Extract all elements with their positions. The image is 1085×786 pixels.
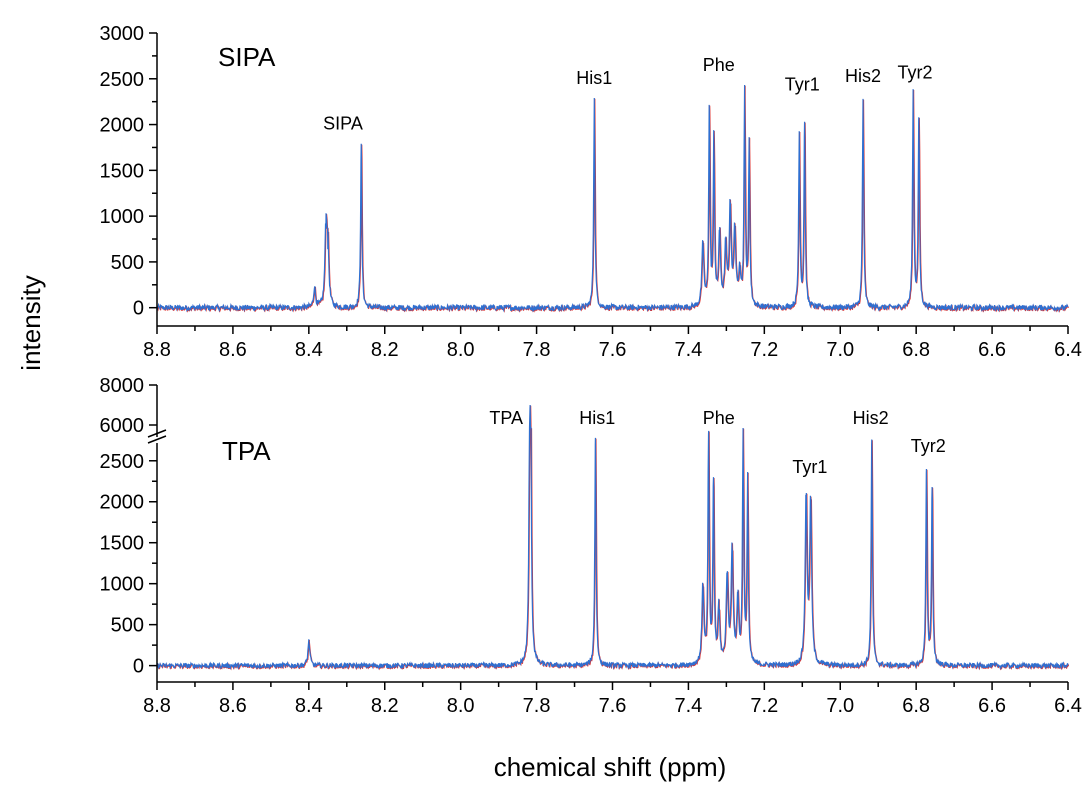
spectrum-trace-under bbox=[157, 85, 1070, 313]
y-tick-label: 8000 bbox=[100, 375, 145, 397]
x-tick-label: 7.8 bbox=[523, 695, 551, 717]
peak-label: Tyr1 bbox=[785, 74, 820, 94]
peak-label: Tyr1 bbox=[792, 457, 827, 477]
x-tick-label: 8.8 bbox=[143, 339, 171, 361]
axis-break-mark bbox=[147, 429, 167, 444]
x-tick-label: 7.2 bbox=[750, 695, 778, 717]
x-tick-label: 7.6 bbox=[599, 339, 627, 361]
peak-label: His1 bbox=[576, 68, 612, 88]
y-tick-label: 3000 bbox=[100, 23, 145, 45]
y-tick-label: 2500 bbox=[100, 69, 145, 91]
y-tick-label: 1500 bbox=[100, 160, 145, 182]
x-tick-label: 7.0 bbox=[826, 695, 854, 717]
spectrum-trace bbox=[156, 84, 1069, 313]
x-tick-label: 8.8 bbox=[143, 695, 171, 717]
x-tick-label: 8.0 bbox=[447, 695, 475, 717]
y-tick-label: 2000 bbox=[100, 492, 145, 514]
y-tick-label: 6000 bbox=[100, 415, 145, 437]
y-tick-label: 2500 bbox=[100, 451, 145, 473]
chart-panels: 8.8 8.6 8.4 8.2 8.0 7.8 7.6 7.4 7.2 7.0 6.8 6.6 6.4 0… bbox=[100, 23, 1082, 717]
x-tick-label: 8.6 bbox=[219, 695, 247, 717]
x-tick-label: 6.6 bbox=[978, 695, 1006, 717]
x-tick-label: 8.2 bbox=[371, 695, 399, 717]
x-tick-label: 7.4 bbox=[675, 695, 703, 717]
y-tick-label: 2000 bbox=[100, 115, 145, 137]
chart-panel-2: 8.8 8.6 8.4 8.2 8.0 7.8 7.6 7.4 7.2 7.0 6.8 6.6 6.4 0… bbox=[100, 375, 1082, 717]
y-tick-label: 0 bbox=[133, 656, 144, 678]
spectrum-trace bbox=[156, 404, 1069, 671]
peak-label: Tyr2 bbox=[911, 436, 946, 456]
peak-label: Phe bbox=[703, 408, 735, 428]
panel-label: SIPA bbox=[218, 42, 276, 72]
x-tick-label: 8.4 bbox=[295, 339, 323, 361]
x-tick-label: 6.6 bbox=[978, 339, 1006, 361]
peak-label: His1 bbox=[579, 408, 615, 428]
x-tick-label: 6.4 bbox=[1054, 339, 1082, 361]
x-tick-label: 6.8 bbox=[902, 695, 930, 717]
x-tick-label: 6.4 bbox=[1054, 695, 1082, 717]
x-tick-label: 7.8 bbox=[523, 339, 551, 361]
y-tick-label: 500 bbox=[111, 615, 144, 637]
panel-label: TPA bbox=[222, 436, 271, 466]
x-axis-title: chemical shift (ppm) bbox=[494, 752, 727, 782]
y-tick-label: 1500 bbox=[100, 533, 145, 555]
y-tick-label: 1000 bbox=[100, 206, 145, 228]
x-tick-label: 8.4 bbox=[295, 695, 323, 717]
x-tick-label: 7.4 bbox=[675, 339, 703, 361]
peak-label: SIPA bbox=[323, 114, 363, 134]
y-tick-label: 0 bbox=[133, 298, 144, 320]
y-tick-label: 1000 bbox=[100, 574, 145, 596]
peak-label: TPA bbox=[489, 408, 523, 428]
x-tick-label: 8.2 bbox=[371, 339, 399, 361]
x-tick-label: 7.6 bbox=[599, 695, 627, 717]
x-tick-label: 6.8 bbox=[902, 339, 930, 361]
chart-panel-1: 8.8 8.6 8.4 8.2 8.0 7.8 7.6 7.4 7.2 7.0 6.8 6.6 6.4 0… bbox=[100, 23, 1082, 361]
x-tick-label: 7.0 bbox=[826, 339, 854, 361]
peak-label: Tyr2 bbox=[898, 62, 933, 82]
x-tick-label: 8.6 bbox=[219, 339, 247, 361]
x-tick-label: 8.0 bbox=[447, 339, 475, 361]
x-tick-label: 7.2 bbox=[750, 339, 778, 361]
y-axis-title: intensity bbox=[16, 275, 46, 370]
y-tick-label: 500 bbox=[111, 252, 144, 274]
peak-label: His2 bbox=[853, 408, 889, 428]
peak-label: His2 bbox=[845, 66, 881, 86]
peak-label: Phe bbox=[703, 55, 735, 75]
